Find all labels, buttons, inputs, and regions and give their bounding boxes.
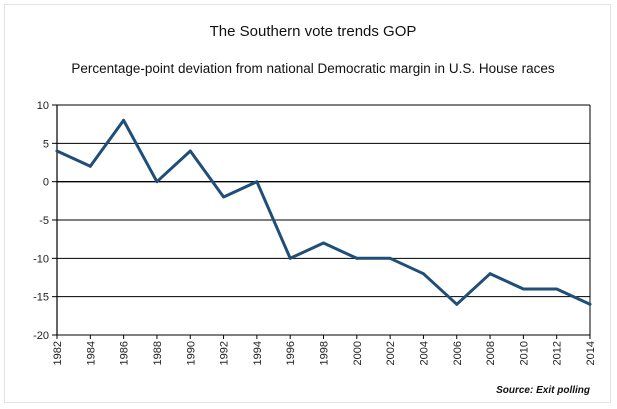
- data-point-2008: [488, 272, 492, 276]
- x-tick-label-6: 1994: [252, 341, 264, 365]
- data-point-1990: [188, 149, 192, 153]
- x-tick-label-14: 2010: [518, 341, 530, 365]
- y-tick-label-3: -5: [39, 215, 49, 227]
- data-point-1984: [88, 164, 92, 168]
- x-axis-tick-labels: 1982 1984 1986 1988 1990 1992 1994 1996 1998 2000…: [52, 341, 597, 365]
- data-point-1998: [322, 241, 325, 245]
- y-tick-label-2: 0: [43, 177, 49, 189]
- data-point-2010: [521, 287, 525, 291]
- x-tick-label-12: 2006: [452, 341, 464, 365]
- x-tick-label-16: 2014: [585, 341, 597, 365]
- data-point-2000: [355, 256, 359, 260]
- x-tick-label-3: 1988: [152, 341, 164, 365]
- data-point-2002: [388, 256, 392, 260]
- chart-frame: [4, 4, 611, 403]
- data-point-1982: [55, 149, 59, 153]
- data-point-1986: [122, 118, 126, 122]
- y-tick-label-4: -10: [33, 253, 49, 265]
- data-point-1996: [288, 256, 292, 260]
- x-tick-label-4: 1990: [185, 341, 197, 365]
- data-point-2006: [455, 302, 459, 306]
- series-line-0: [55, 118, 592, 306]
- y-tick-label-5: -15: [33, 292, 49, 304]
- data-point-1994: [255, 180, 259, 184]
- x-tick-label-13: 2008: [485, 341, 497, 365]
- x-tick-label-8: 1998: [319, 341, 331, 365]
- data-point-2012: [555, 287, 559, 291]
- x-tick-label-7: 1996: [285, 341, 297, 365]
- data-point-1988: [155, 180, 159, 184]
- data-point-1992: [222, 195, 225, 199]
- x-tick-label-10: 2002: [385, 341, 397, 365]
- x-tick-label-15: 2012: [552, 341, 564, 365]
- x-tick-label-5: 1992: [219, 341, 231, 365]
- data-point-2004: [422, 272, 425, 276]
- x-tick-label-1: 1984: [85, 341, 97, 365]
- x-tick-label-9: 2000: [352, 341, 364, 365]
- y-axis-tick-labels: 10 5 0 -5 -10 -15 -20: [33, 100, 49, 342]
- axes: [52, 104, 591, 339]
- y-tick-label-0: 10: [37, 100, 49, 112]
- data-series: [55, 118, 592, 306]
- y-tick-label-6: -20: [33, 330, 49, 342]
- x-tick-label-2: 1986: [119, 341, 131, 365]
- source-note: Source: Exit polling: [496, 385, 590, 396]
- x-tick-label-11: 2004: [418, 341, 430, 365]
- x-tick-label-0: 1982: [52, 341, 64, 365]
- y-tick-label-1: 5: [43, 138, 49, 150]
- grid-lines: [57, 104, 590, 336]
- chart-title: The Southern vote trends GOP: [210, 23, 417, 40]
- data-point-2014: [588, 302, 592, 306]
- chart-subtitle: Percentage-point deviation from national…: [71, 61, 554, 76]
